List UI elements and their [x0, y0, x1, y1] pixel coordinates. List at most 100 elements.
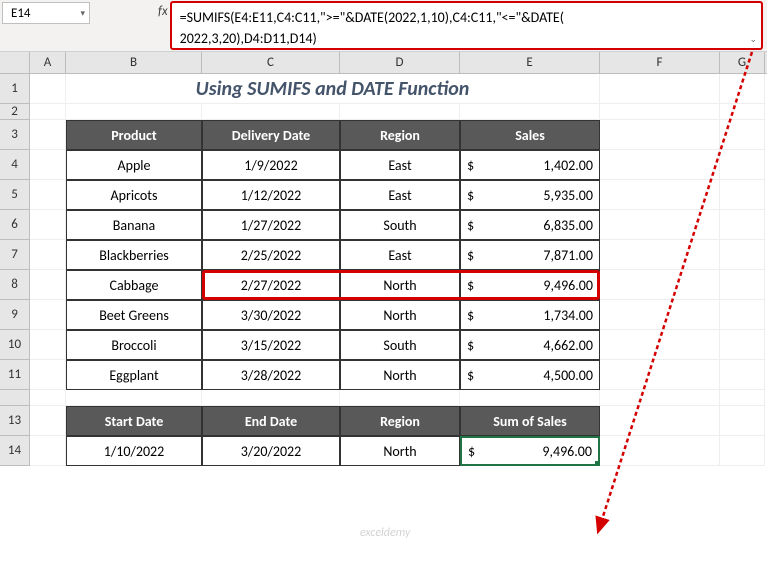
- row-header[interactable]: 2: [0, 104, 30, 120]
- cell-region[interactable]: East: [340, 180, 460, 210]
- cell-date[interactable]: 1/9/2022: [202, 150, 340, 180]
- cell[interactable]: [30, 150, 66, 180]
- cell[interactable]: [30, 74, 66, 104]
- cell[interactable]: [30, 210, 66, 240]
- cell[interactable]: [720, 300, 765, 330]
- header-region[interactable]: Region: [340, 120, 460, 150]
- cell-date[interactable]: 3/28/2022: [202, 360, 340, 390]
- cell-sum-selected[interactable]: $ 9,496.00: [460, 436, 600, 466]
- cell[interactable]: [720, 104, 765, 120]
- row-header[interactable]: 4: [0, 150, 30, 180]
- col-header-d[interactable]: D: [340, 52, 460, 73]
- cell-region[interactable]: South: [340, 210, 460, 240]
- header-sum[interactable]: Sum of Sales: [460, 406, 600, 436]
- cell-sales[interactable]: $1,734.00: [460, 300, 600, 330]
- cell-sales[interactable]: $9,496.00: [460, 270, 600, 300]
- cell[interactable]: [30, 120, 66, 150]
- cell-start[interactable]: 1/10/2022: [66, 436, 202, 466]
- row-header[interactable]: 9: [0, 300, 30, 330]
- cell[interactable]: [600, 406, 720, 436]
- cell-region[interactable]: East: [340, 150, 460, 180]
- cell-date[interactable]: 1/27/2022: [202, 210, 340, 240]
- cell-product[interactable]: Eggplant: [66, 360, 202, 390]
- cell-date[interactable]: 3/30/2022: [202, 300, 340, 330]
- cell[interactable]: [66, 104, 202, 120]
- header-date[interactable]: Delivery Date: [202, 120, 340, 150]
- cell[interactable]: [720, 406, 765, 436]
- row-header[interactable]: 3: [0, 120, 30, 150]
- cell[interactable]: [600, 390, 720, 406]
- header-end[interactable]: End Date: [202, 406, 340, 436]
- cell-end[interactable]: 3/20/2022: [202, 436, 340, 466]
- cell[interactable]: [720, 180, 765, 210]
- cell-product[interactable]: Beet Greens: [66, 300, 202, 330]
- cell-product[interactable]: Apple: [66, 150, 202, 180]
- col-header-e[interactable]: E: [460, 52, 600, 73]
- cell[interactable]: [600, 210, 720, 240]
- cell-date[interactable]: 1/12/2022: [202, 180, 340, 210]
- cell[interactable]: [30, 406, 66, 436]
- cell-region[interactable]: North: [340, 300, 460, 330]
- title-cell[interactable]: Using SUMIFS and DATE Function: [66, 74, 600, 104]
- cell[interactable]: [30, 180, 66, 210]
- formula-bar[interactable]: =SUMIFS(E4:E11,C4:C11,">="&DATE(2022,1,1…: [170, 1, 763, 50]
- cell[interactable]: [30, 300, 66, 330]
- cell[interactable]: [720, 436, 765, 466]
- cell[interactable]: [202, 390, 340, 406]
- row-header[interactable]: 6: [0, 210, 30, 240]
- cell[interactable]: [720, 270, 765, 300]
- cell-product[interactable]: Cabbage: [66, 270, 202, 300]
- row-header[interactable]: 8: [0, 270, 30, 300]
- fx-icon[interactable]: fx: [158, 0, 168, 19]
- row-header[interactable]: 7: [0, 240, 30, 270]
- cell-region[interactable]: East: [340, 240, 460, 270]
- cell-product[interactable]: Apricots: [66, 180, 202, 210]
- header-product[interactable]: Product: [66, 120, 202, 150]
- row-header[interactable]: [0, 390, 30, 406]
- col-header-b[interactable]: B: [66, 52, 202, 73]
- cell[interactable]: [600, 436, 720, 466]
- cell-date[interactable]: 3/15/2022: [202, 330, 340, 360]
- row-header[interactable]: 1: [0, 74, 30, 104]
- row-header[interactable]: 11: [0, 360, 30, 390]
- header-region2[interactable]: Region: [340, 406, 460, 436]
- cell[interactable]: [600, 240, 720, 270]
- cell[interactable]: [30, 360, 66, 390]
- cell-product[interactable]: Broccoli: [66, 330, 202, 360]
- cell[interactable]: [720, 210, 765, 240]
- cell[interactable]: [460, 390, 600, 406]
- cell[interactable]: [600, 104, 720, 120]
- col-header-c[interactable]: C: [202, 52, 340, 73]
- cell-product[interactable]: Blackberries: [66, 240, 202, 270]
- cell[interactable]: [202, 104, 340, 120]
- cell[interactable]: [720, 240, 765, 270]
- cell-sales[interactable]: $6,835.00: [460, 210, 600, 240]
- cell-region[interactable]: North: [340, 270, 460, 300]
- cell[interactable]: [340, 104, 460, 120]
- cell[interactable]: [600, 360, 720, 390]
- cell[interactable]: [600, 270, 720, 300]
- cell[interactable]: [600, 120, 720, 150]
- cell[interactable]: [460, 104, 600, 120]
- cell[interactable]: [340, 390, 460, 406]
- header-start[interactable]: Start Date: [66, 406, 202, 436]
- cell[interactable]: [30, 270, 66, 300]
- cell-sales[interactable]: $4,662.00: [460, 330, 600, 360]
- row-header[interactable]: 13: [0, 406, 30, 436]
- cell[interactable]: [30, 436, 66, 466]
- chevron-down-icon[interactable]: ▾: [80, 8, 85, 19]
- cell-date[interactable]: 2/25/2022: [202, 240, 340, 270]
- cell[interactable]: [66, 390, 202, 406]
- fill-handle[interactable]: [595, 461, 600, 466]
- cell[interactable]: [720, 150, 765, 180]
- cell[interactable]: [30, 390, 66, 406]
- cell-region[interactable]: South: [340, 330, 460, 360]
- col-header-a[interactable]: A: [30, 52, 66, 73]
- cell-sales[interactable]: $4,500.00: [460, 360, 600, 390]
- name-box[interactable]: E14 ▾: [2, 2, 90, 24]
- row-header[interactable]: 14: [0, 436, 30, 466]
- cell[interactable]: [600, 180, 720, 210]
- cell[interactable]: [30, 330, 66, 360]
- cell-region[interactable]: North: [340, 360, 460, 390]
- col-header-g[interactable]: G: [720, 52, 765, 73]
